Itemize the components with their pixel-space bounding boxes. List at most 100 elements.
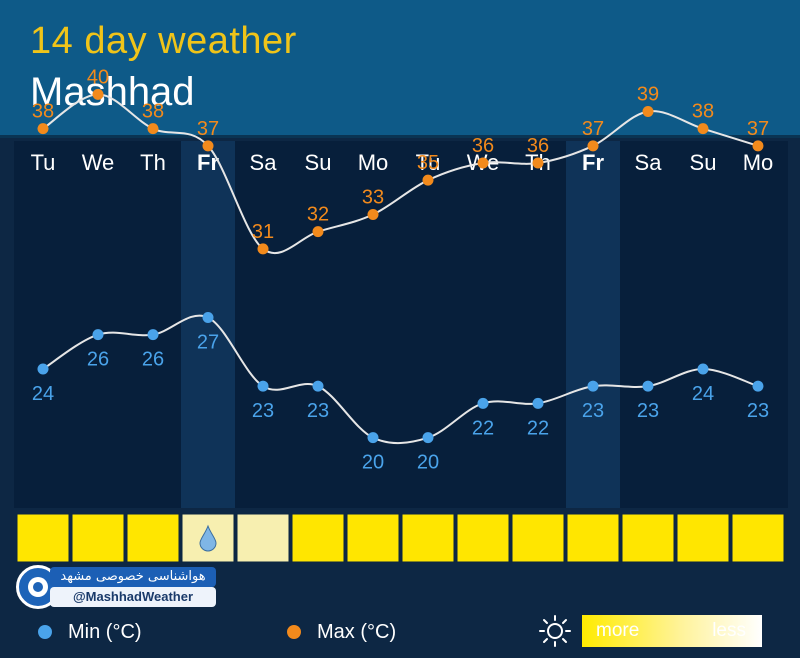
day-label: Th — [140, 150, 166, 175]
max-value-label: 38 — [142, 101, 164, 123]
min-point — [752, 380, 764, 392]
day-label: Mo — [358, 150, 389, 175]
max-value-label: 37 — [747, 118, 769, 140]
day-label: Su — [305, 150, 332, 175]
day-label: Fr — [197, 150, 219, 175]
highlight-column — [566, 141, 620, 508]
highlight-column — [181, 141, 235, 508]
min-point — [477, 397, 489, 409]
day-label: Sa — [635, 150, 663, 175]
day-label: Tu — [416, 150, 441, 175]
sun-icon — [539, 615, 571, 647]
min-value-label: 22 — [472, 417, 494, 439]
max-value-label: 32 — [307, 204, 329, 226]
max-point — [752, 140, 764, 152]
max-point — [532, 157, 544, 169]
min-point — [367, 432, 379, 444]
min-dot-icon — [38, 625, 52, 639]
min-value-label: 23 — [582, 400, 604, 422]
min-value-label: 26 — [142, 349, 164, 371]
day-label: Tu — [31, 150, 56, 175]
max-point — [37, 123, 49, 135]
max-point — [587, 140, 599, 152]
max-dot-icon — [287, 625, 301, 639]
sunshine-cell — [676, 513, 730, 563]
max-value-label: 37 — [197, 118, 219, 140]
min-value-label: 23 — [252, 400, 274, 422]
legend-min: Min (°C) — [38, 614, 142, 650]
min-value-label: 23 — [637, 400, 659, 422]
day-label: We — [82, 150, 115, 175]
min-point — [697, 363, 709, 375]
max-value-label: 39 — [637, 84, 659, 106]
sunshine-cell — [456, 513, 510, 563]
sunshine-cell — [126, 513, 180, 563]
logo-handle: @MashhadWeather — [50, 587, 216, 607]
sunshine-cell — [346, 513, 400, 563]
sunshine-cell — [71, 513, 125, 563]
max-value-label: 35 — [417, 152, 439, 174]
max-point — [202, 140, 214, 152]
min-value-label: 27 — [197, 332, 219, 354]
max-value-label: 38 — [692, 101, 714, 123]
channel-logo: هواشناسی خصوصی مشهد @MashhadWeather — [16, 565, 216, 609]
min-point — [92, 329, 104, 341]
max-point — [697, 123, 709, 135]
rain-drop-icon — [199, 524, 217, 552]
max-point — [642, 106, 654, 117]
max-value-label: 31 — [252, 221, 274, 243]
legend-less-label: less — [712, 620, 746, 641]
sunshine-cell — [511, 513, 565, 563]
max-point — [422, 174, 434, 186]
day-label: Mo — [743, 150, 774, 175]
max-value-label: 33 — [362, 187, 384, 209]
legend-min-label: Min (°C) — [68, 620, 142, 643]
min-point — [422, 432, 434, 444]
min-value-label: 22 — [527, 417, 549, 439]
max-value-label: 36 — [527, 135, 549, 157]
max-point — [147, 123, 159, 135]
sunshine-cell — [731, 513, 785, 563]
legend-max: Max (°C) — [287, 614, 396, 650]
min-point — [202, 312, 214, 323]
sunshine-cell — [291, 513, 345, 563]
day-label: Sa — [250, 150, 278, 175]
forecast-chart-area — [14, 141, 788, 508]
min-point — [642, 380, 654, 392]
max-point — [312, 226, 324, 238]
max-point — [367, 209, 379, 220]
page-title: 14 day weather — [30, 20, 297, 62]
min-value-label: 24 — [32, 383, 54, 405]
min-value-label: 23 — [307, 400, 329, 422]
legend-max-label: Max (°C) — [317, 620, 397, 643]
max-value-label: 36 — [472, 135, 494, 157]
city-name: Mashhad — [30, 70, 195, 114]
max-value-label: 38 — [32, 101, 54, 123]
logo-channel-name: هواشناسی خصوصی مشهد — [50, 567, 216, 587]
sunshine-cell — [16, 513, 70, 563]
forecast-chart: TuWeThFrSaSuMoTuWeThFrSaSuMo384038373132… — [16, 66, 785, 563]
sunshine-cell — [401, 513, 455, 563]
min-value-label: 26 — [87, 349, 109, 371]
min-point — [147, 329, 159, 341]
sunshine-cell — [566, 513, 620, 563]
max-value-label: 40 — [87, 66, 109, 88]
day-label: Fr — [582, 150, 604, 175]
min-point — [587, 380, 599, 392]
sunshine-cell — [236, 513, 290, 563]
min-value-label: 20 — [417, 452, 439, 474]
max-point — [92, 88, 104, 100]
min-value-label: 24 — [692, 383, 714, 405]
min-point — [312, 380, 324, 392]
min-point — [37, 363, 49, 375]
max-value-label: 37 — [582, 118, 604, 140]
min-point — [532, 397, 544, 409]
max-point — [257, 243, 269, 255]
sunshine-cell — [621, 513, 675, 563]
max-point — [477, 157, 489, 169]
day-label: Su — [690, 150, 717, 175]
min-point — [257, 380, 269, 392]
min-value-label: 20 — [362, 452, 384, 474]
sunshine-gradient-bar: more less — [582, 615, 762, 647]
